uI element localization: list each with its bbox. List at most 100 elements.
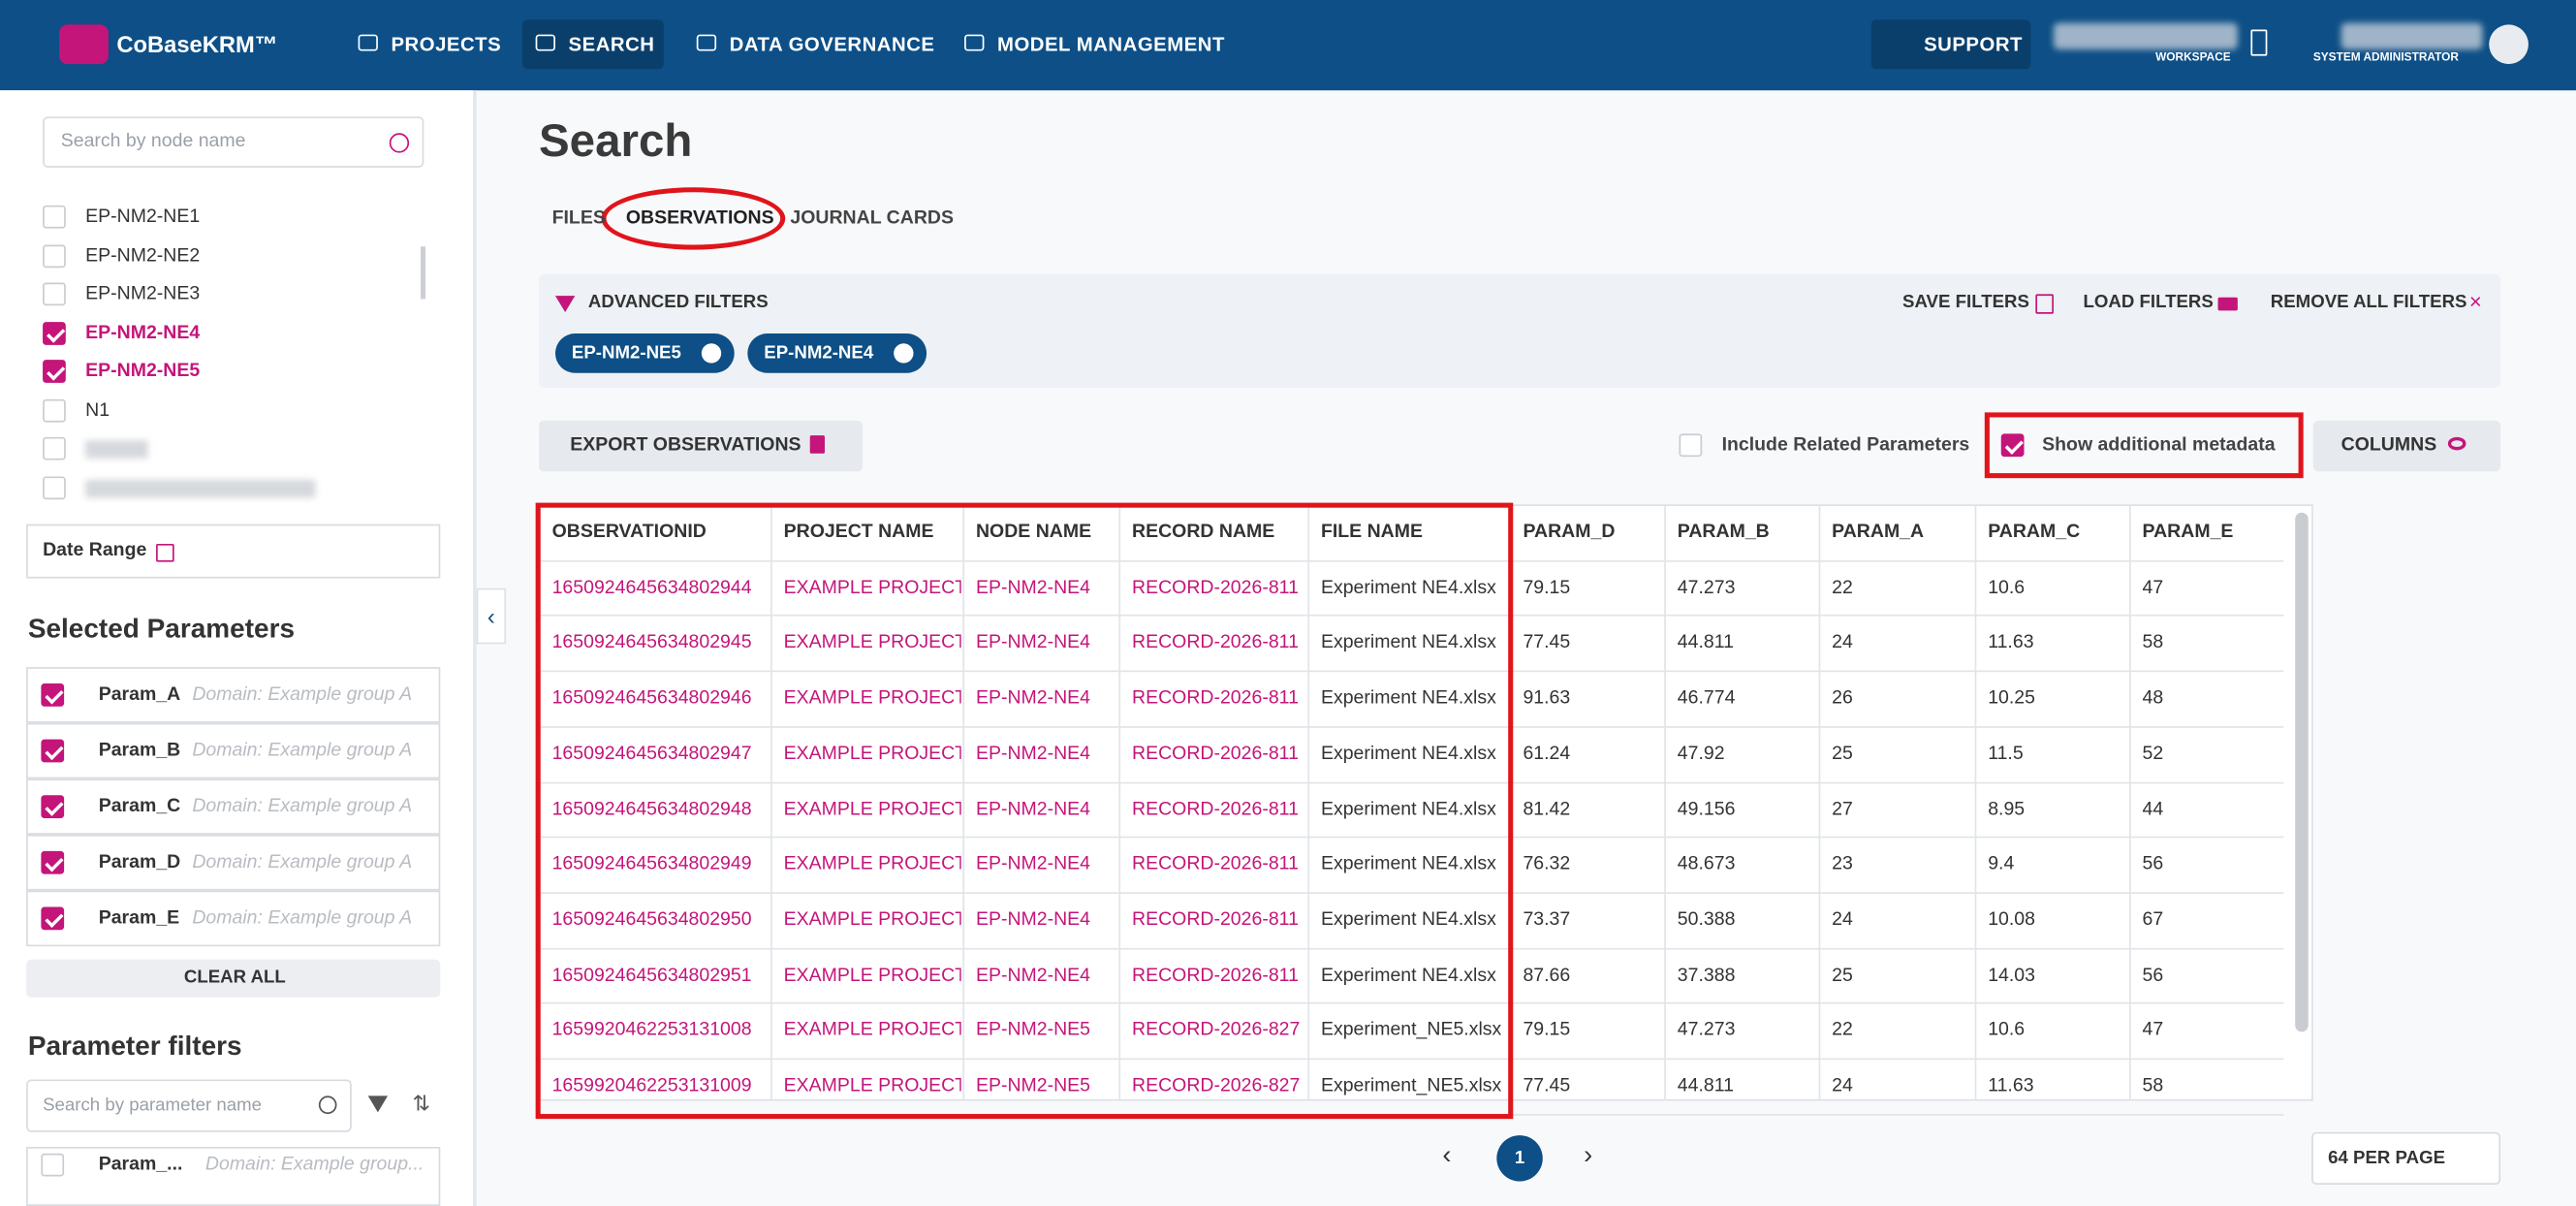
column-header[interactable]: PROJECT NAME bbox=[783, 522, 934, 543]
column-header[interactable]: PARAM_B bbox=[1677, 522, 1770, 543]
workspace-icon[interactable] bbox=[2250, 29, 2268, 56]
table-cell[interactable]: EXAMPLE PROJECT bbox=[783, 909, 961, 931]
column-header[interactable]: PARAM_E bbox=[2142, 522, 2234, 543]
support-button[interactable] bbox=[1870, 19, 2031, 70]
save-filters[interactable]: SAVE FILTERS bbox=[1902, 292, 2029, 313]
table-cell[interactable]: EXAMPLE PROJECT bbox=[783, 744, 961, 764]
checkbox[interactable] bbox=[41, 906, 65, 931]
tab[interactable]: FILES bbox=[551, 208, 606, 229]
next-page[interactable]: › bbox=[1584, 1141, 1593, 1170]
nav-item[interactable]: MODEL MANAGEMENT bbox=[996, 32, 1225, 56]
table-cell[interactable]: EXAMPLE PROJECT bbox=[783, 965, 961, 986]
table-cell[interactable]: RECORD-2026-811 bbox=[1131, 688, 1299, 709]
nav-item[interactable]: PROJECTS bbox=[391, 32, 502, 56]
table-cell[interactable]: RECORD-2026-827 bbox=[1131, 1076, 1301, 1096]
clear-all-button[interactable] bbox=[26, 959, 441, 998]
table-cell[interactable]: EP-NM2-NE4 bbox=[975, 799, 1091, 819]
checkbox[interactable] bbox=[41, 795, 65, 819]
column-header[interactable]: NODE NAME bbox=[975, 522, 1092, 543]
table-cell[interactable]: RECORD-2026-811 bbox=[1131, 744, 1299, 764]
checkbox[interactable] bbox=[41, 683, 65, 707]
checkbox[interactable] bbox=[43, 282, 66, 306]
column-header[interactable]: PARAM_D bbox=[1523, 522, 1616, 543]
table-cell[interactable]: RECORD-2026-811 bbox=[1131, 965, 1299, 986]
per-page-select[interactable] bbox=[2311, 1131, 2501, 1185]
table-cell: 25 bbox=[1832, 965, 1853, 986]
checkbox[interactable] bbox=[43, 436, 66, 460]
table-cell[interactable]: 1659920462253131009 bbox=[551, 1076, 752, 1096]
table-cell[interactable]: EP-NM2-NE4 bbox=[975, 688, 1091, 709]
page-current[interactable]: 1 bbox=[1496, 1135, 1543, 1182]
table-cell[interactable]: EXAMPLE PROJECT bbox=[783, 799, 961, 819]
table-cell[interactable]: RECORD-2026-827 bbox=[1131, 1020, 1301, 1041]
table bbox=[539, 504, 2313, 1101]
sort-icon[interactable]: ⇅ bbox=[412, 1091, 430, 1116]
table-cell[interactable]: EXAMPLE PROJECT bbox=[783, 688, 961, 709]
nav-item[interactable]: SEARCH bbox=[568, 32, 655, 56]
checkbox[interactable] bbox=[1679, 433, 1703, 458]
checkbox[interactable] bbox=[43, 205, 66, 229]
parameter-row bbox=[26, 722, 441, 779]
checkbox[interactable] bbox=[2000, 433, 2025, 458]
table-cell[interactable]: 1650924645634802947 bbox=[551, 744, 752, 764]
table-cell[interactable]: EXAMPLE PROJECT bbox=[783, 1020, 961, 1041]
checkbox[interactable] bbox=[41, 1153, 65, 1177]
table-cell[interactable]: RECORD-2026-811 bbox=[1131, 578, 1299, 598]
table-cell[interactable]: 1650924645634802945 bbox=[551, 633, 752, 653]
table-cell[interactable]: EP-NM2-NE4 bbox=[975, 909, 1091, 931]
parameter-search[interactable] bbox=[26, 1079, 352, 1132]
row-line bbox=[539, 559, 2284, 562]
table-cell[interactable]: 1650924645634802950 bbox=[551, 909, 752, 931]
node-search[interactable] bbox=[43, 116, 424, 168]
table-cell[interactable]: EP-NM2-NE5 bbox=[975, 1076, 1091, 1096]
table-cell[interactable]: RECORD-2026-811 bbox=[1131, 854, 1299, 874]
table-cell[interactable]: EP-NM2-NE4 bbox=[975, 744, 1091, 764]
column-line bbox=[770, 504, 772, 1101]
column-header[interactable]: OBSERVATIONID bbox=[551, 522, 707, 543]
table-cell: 24 bbox=[1832, 1076, 1853, 1096]
remove-filters[interactable]: REMOVE ALL FILTERS bbox=[2270, 292, 2467, 313]
column-header[interactable]: PARAM_C bbox=[1988, 522, 2081, 543]
checkbox[interactable] bbox=[43, 243, 66, 268]
columns-button[interactable] bbox=[2312, 420, 2501, 472]
table-cell[interactable]: 1650924645634802948 bbox=[551, 799, 752, 819]
load-filters[interactable]: LOAD FILTERS bbox=[2083, 292, 2214, 313]
table-cell[interactable]: EP-NM2-NE4 bbox=[975, 633, 1091, 653]
checkbox[interactable] bbox=[41, 850, 65, 874]
table-cell[interactable]: EP-NM2-NE4 bbox=[975, 854, 1091, 874]
table-cell[interactable]: RECORD-2026-811 bbox=[1131, 633, 1299, 653]
column-header[interactable]: PARAM_A bbox=[1832, 522, 1925, 543]
table-cell[interactable]: EP-NM2-NE4 bbox=[975, 578, 1091, 598]
tab[interactable]: JOURNAL CARDS bbox=[790, 208, 955, 229]
table-cell[interactable]: 1650924645634802951 bbox=[551, 965, 752, 986]
date-range-row[interactable] bbox=[26, 524, 441, 579]
table-cell[interactable]: 1650924645634802949 bbox=[551, 854, 752, 874]
checkbox[interactable] bbox=[43, 398, 66, 423]
column-header[interactable]: FILE NAME bbox=[1320, 522, 1424, 543]
table-cell[interactable]: RECORD-2026-811 bbox=[1131, 909, 1299, 931]
table-cell[interactable]: 1650924645634802944 bbox=[551, 578, 752, 598]
collapse-sidebar[interactable]: ‹ bbox=[476, 587, 507, 645]
checkbox[interactable] bbox=[41, 739, 65, 763]
table-cell[interactable]: RECORD-2026-811 bbox=[1131, 799, 1299, 819]
avatar[interactable] bbox=[2489, 24, 2529, 65]
filter-icon[interactable] bbox=[367, 1095, 389, 1113]
table-cell[interactable]: EXAMPLE PROJECT bbox=[783, 578, 961, 598]
table-cell[interactable]: EXAMPLE PROJECT bbox=[783, 1076, 961, 1096]
checkbox[interactable] bbox=[43, 321, 66, 345]
table-cell[interactable]: EXAMPLE PROJECT bbox=[783, 633, 961, 653]
column-line bbox=[2128, 504, 2131, 1101]
prev-page[interactable]: ‹ bbox=[1442, 1141, 1452, 1170]
table-cell[interactable]: 1659920462253131008 bbox=[551, 1020, 752, 1041]
tab[interactable]: OBSERVATIONS bbox=[625, 208, 774, 229]
nav-icon bbox=[696, 34, 717, 51]
checkbox[interactable] bbox=[43, 360, 66, 384]
checkbox[interactable] bbox=[43, 476, 66, 500]
table-cell[interactable]: EXAMPLE PROJECT bbox=[783, 854, 961, 874]
table-cell[interactable]: 1650924645634802946 bbox=[551, 688, 752, 709]
table-cell[interactable]: EP-NM2-NE5 bbox=[975, 1020, 1091, 1041]
nav-item[interactable]: DATA GOVERNANCE bbox=[729, 32, 935, 56]
export-button[interactable] bbox=[539, 420, 863, 472]
column-header[interactable]: RECORD NAME bbox=[1131, 522, 1275, 543]
table-cell[interactable]: EP-NM2-NE4 bbox=[975, 965, 1091, 986]
